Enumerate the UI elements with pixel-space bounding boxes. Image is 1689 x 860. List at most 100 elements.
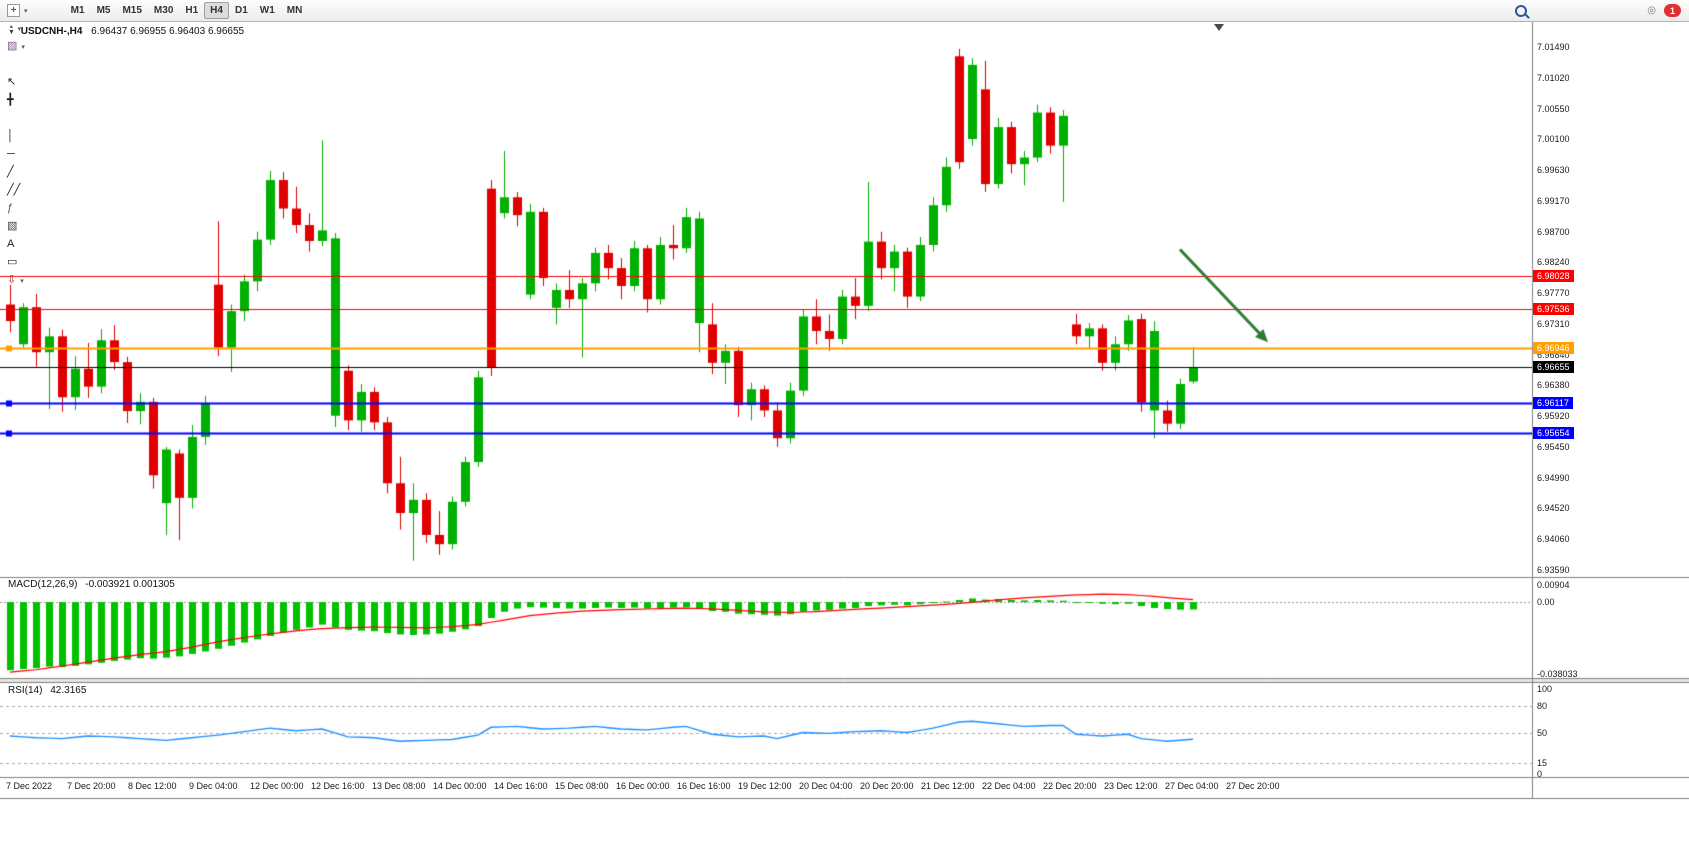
horizontal-line-button[interactable]: ─	[3, 146, 65, 164]
text-label-icon: ▭	[7, 256, 18, 268]
trendline-button[interactable]: ╱	[3, 164, 65, 182]
hline-price-tag: 6.96946	[1533, 342, 1574, 354]
main-toolbar: +新订单▥▤↻■自动交易|||◫╱⊕⊖▦◧◨+▾◔▾▨▾↖╋│─╱╱╱ƒ▧A▭⇩…	[0, 0, 1689, 286]
timeframe-m1[interactable]: M1	[70, 5, 85, 16]
cursor-button[interactable]: ↖	[3, 74, 65, 92]
time-axis-label: 20 Dec 20:00	[860, 781, 914, 791]
chevron-down-icon: ▾	[24, 7, 28, 15]
fibonacci-button[interactable]: ƒ	[3, 200, 65, 218]
current-price-tag: 6.96655	[1533, 361, 1574, 373]
price-axis-tick: 6.95920	[1537, 411, 1570, 422]
trendline-icon: ╱	[7, 166, 14, 178]
vertical-line-button[interactable]: │	[3, 128, 65, 146]
macd-axis-tick: 0.00	[1537, 597, 1555, 608]
price-axis-tick: 7.00100	[1537, 134, 1570, 145]
toolbar-buttons: +新订单▥▤↻■自动交易|||◫╱⊕⊖▦◧◨+▾◔▾▨▾↖╋│─╱╱╱ƒ▧A▭⇩…	[3, 0, 65, 308]
macd-panel[interactable]	[0, 578, 1532, 678]
vertical-line-icon: │	[7, 130, 14, 142]
timeframe-mn[interactable]: MN	[286, 5, 303, 16]
timeframe-h1[interactable]: H1	[185, 5, 199, 16]
rsi-axis-tick: 100	[1537, 684, 1553, 694]
time-axis-label: 15 Dec 08:00	[555, 781, 609, 791]
macd-label: MACD(12,26,9)	[8, 579, 78, 590]
price-axis-tick: 6.98700	[1537, 226, 1570, 237]
text-icon: A	[7, 238, 15, 250]
indicators-icon: +	[7, 4, 20, 17]
chevron-down-icon: ▾	[20, 277, 24, 285]
ohlc-values: 6.96437 6.96955 6.96403 6.96655	[91, 26, 245, 37]
macd-values: -0.003921 0.001305	[85, 579, 175, 590]
timeframe-d1[interactable]: D1	[234, 5, 248, 16]
time-axis-label: 7 Dec 20:00	[67, 781, 116, 791]
timeframe-m15[interactable]: M15	[122, 5, 142, 16]
rsi-axis-tick: 15	[1537, 757, 1548, 768]
templates-button[interactable]: ▨ ▾	[3, 38, 65, 56]
templates-icon: ▨	[7, 40, 18, 52]
time-axis-label: 14 Dec 16:00	[494, 781, 548, 791]
hline-price-tag: 6.98028	[1533, 270, 1574, 282]
crosshair-button[interactable]: ╋	[3, 92, 65, 110]
price-axis-tick: 7.01490	[1537, 42, 1570, 52]
time-axis-label: 13 Dec 08:00	[372, 781, 426, 791]
channel-button[interactable]: ╱╱	[3, 182, 65, 200]
hline-price-tag: 6.96117	[1533, 397, 1573, 409]
time-axis-label: 27 Dec 20:00	[1226, 781, 1280, 791]
chart-symbol-ohlc-header: ▼ USDCNH-,H4 6.96437 6.96955 6.96403 6.9…	[8, 26, 244, 37]
price-axis-tick: 6.99170	[1537, 195, 1570, 206]
price-axis-tick: 6.96380	[1537, 380, 1570, 391]
rsi-label: RSI(14)	[8, 685, 43, 696]
price-axis-tick: 6.95450	[1537, 441, 1570, 452]
time-axis-label: 16 Dec 00:00	[616, 781, 670, 791]
indicators-button[interactable]: + ▾	[3, 2, 65, 20]
hline-price-tag: 6.97536	[1533, 303, 1574, 315]
timeframe-m30[interactable]: M30	[153, 5, 174, 16]
price-axis-tick: 6.93590	[1537, 565, 1570, 575]
price-axis-tick: 6.94520	[1537, 503, 1570, 514]
rsi-axis-tick: 50	[1537, 727, 1548, 738]
time-axis-label: 12 Dec 00:00	[250, 781, 304, 791]
cursor-icon: ↖	[7, 76, 17, 88]
symbol-period-label: USDCNH-,H4	[20, 26, 83, 37]
text-button[interactable]: A	[3, 236, 65, 254]
time-axis-label: 9 Dec 04:00	[189, 781, 238, 791]
timeframe-buttons: M1 M5 M15 M30 H1 H4 D1 W1 MN	[65, 2, 309, 19]
price-axis-tick: 6.98240	[1537, 257, 1570, 268]
text-label-button[interactable]: ▭	[3, 254, 65, 272]
shapes-button[interactable]: ▧	[3, 218, 65, 236]
chevron-down-icon: ▾	[21, 43, 25, 51]
time-axis-label: 7 Dec 2022	[6, 781, 53, 791]
price-axis-tick: 6.97770	[1537, 288, 1570, 299]
chart-shift-marker[interactable]	[1214, 24, 1224, 31]
time-axis-label: 27 Dec 04:00	[1165, 781, 1219, 791]
rsi-value: 42.3165	[50, 685, 87, 696]
timeframe-w1[interactable]: W1	[259, 5, 275, 16]
toolbar-right-cluster: ◎ 1	[1515, 4, 1681, 17]
timeframe-m5[interactable]: M5	[96, 5, 111, 16]
timeframe-h4[interactable]: H4	[204, 2, 229, 19]
one-click-trading-toggle-icon[interactable]: ▼	[8, 29, 15, 36]
arrows-button[interactable]: ⇩ ▾	[3, 272, 65, 290]
chevron-down-icon: ▾	[17, 25, 22, 33]
time-axis-label: 14 Dec 00:00	[433, 781, 487, 791]
price-axis-tick: 6.99630	[1537, 165, 1570, 176]
rsi-header: RSI(14) 42.3165	[8, 685, 86, 696]
macd-axis-tick: 0.00904	[1537, 580, 1570, 590]
horizontal-line-icon: ─	[7, 148, 15, 160]
arrows-icon: ⇩	[7, 274, 17, 286]
notification-badge[interactable]: 1	[1664, 4, 1681, 17]
time-axis-label: 12 Dec 16:00	[311, 781, 365, 791]
fibonacci-icon: ƒ	[7, 202, 14, 214]
tray-icon[interactable]: ◎	[1647, 5, 1656, 16]
periods-button[interactable]: ◔ ▾	[3, 20, 65, 38]
time-axis-label: 8 Dec 12:00	[128, 781, 177, 791]
price-chart-panel[interactable]	[0, 23, 1532, 577]
rsi-panel[interactable]	[0, 683, 1532, 777]
time-axis-label: 22 Dec 04:00	[982, 781, 1036, 791]
rsi-axis-tick: 80	[1537, 701, 1548, 712]
time-axis-label: 19 Dec 12:00	[738, 781, 792, 791]
search-icon[interactable]	[1515, 4, 1528, 17]
rsi-axis-tick: 0	[1537, 769, 1543, 779]
periods-icon: ◔	[7, 22, 14, 34]
shapes-icon: ▧	[7, 220, 18, 232]
